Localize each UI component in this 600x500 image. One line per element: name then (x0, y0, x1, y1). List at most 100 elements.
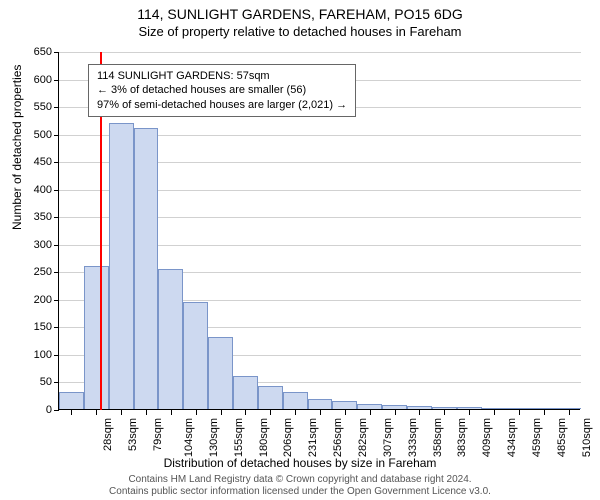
ytick-label: 250 (22, 266, 52, 278)
histogram-bar (283, 392, 308, 409)
ytick-label: 550 (22, 101, 52, 113)
histogram-bar (332, 401, 357, 409)
gridline (59, 52, 581, 53)
xtick-mark (419, 410, 420, 415)
ytick-mark (54, 162, 59, 163)
ytick-label: 500 (22, 129, 52, 141)
xtick-mark (245, 410, 246, 415)
ytick-mark (54, 52, 59, 53)
ytick-mark (54, 80, 59, 81)
histogram-bar (308, 399, 333, 409)
histogram-bar (233, 376, 258, 409)
histogram-bar (134, 128, 159, 409)
xtick-label: 180sqm (258, 418, 270, 457)
xtick-label: 206sqm (283, 418, 295, 457)
xtick-mark (196, 410, 197, 415)
xtick-mark (444, 410, 445, 415)
xtick-label: 485sqm (556, 418, 568, 457)
y-axis-label: Number of detached properties (10, 65, 24, 230)
ytick-mark (54, 300, 59, 301)
xtick-label: 104sqm (183, 418, 195, 457)
chart-title: 114, SUNLIGHT GARDENS, FAREHAM, PO15 6DG (0, 0, 600, 22)
histogram-bar (457, 407, 482, 409)
xtick-label: 28sqm (102, 418, 114, 451)
chart-subtitle: Size of property relative to detached ho… (0, 22, 600, 39)
xtick-mark (295, 410, 296, 415)
xtick-label: 231sqm (307, 418, 319, 457)
xtick-mark (146, 410, 147, 415)
xtick-mark (395, 410, 396, 415)
ytick-mark (54, 245, 59, 246)
histogram-bar (183, 302, 208, 409)
ytick-label: 600 (22, 74, 52, 86)
info-line-2: ← 3% of detached houses are smaller (56) (97, 83, 347, 97)
xtick-label: 307sqm (382, 418, 394, 457)
histogram-bar (382, 405, 407, 409)
footer-line-2: Contains public sector information licen… (0, 486, 600, 498)
xtick-mark (320, 410, 321, 415)
info-line-3: 97% of semi-detached houses are larger (… (97, 98, 347, 112)
xtick-mark (221, 410, 222, 415)
ytick-mark (54, 135, 59, 136)
histogram-bar (158, 269, 183, 409)
xtick-mark (469, 410, 470, 415)
xtick-mark (519, 410, 520, 415)
ytick-mark (54, 272, 59, 273)
ytick-label: 450 (22, 156, 52, 168)
ytick-label: 200 (22, 294, 52, 306)
xtick-label: 510sqm (581, 418, 593, 457)
xtick-label: 79sqm (152, 418, 164, 451)
histogram-bar (432, 407, 457, 409)
ytick-label: 150 (22, 321, 52, 333)
xtick-label: 459sqm (531, 418, 543, 457)
ytick-mark (54, 382, 59, 383)
ytick-mark (54, 107, 59, 108)
x-axis-label: Distribution of detached houses by size … (0, 456, 600, 470)
xtick-label: 409sqm (481, 418, 493, 457)
xtick-mark (569, 410, 570, 415)
histogram-bar (109, 123, 134, 409)
xtick-label: 383sqm (457, 418, 469, 457)
xtick-mark (544, 410, 545, 415)
xtick-label: 434sqm (506, 418, 518, 457)
ytick-mark (54, 327, 59, 328)
xtick-mark (494, 410, 495, 415)
ytick-mark (54, 190, 59, 191)
ytick-label: 50 (22, 376, 52, 388)
histogram-bar (357, 404, 382, 410)
footer-line-1: Contains HM Land Registry data © Crown c… (0, 474, 600, 486)
histogram-bar (531, 408, 556, 409)
ytick-mark (54, 410, 59, 411)
histogram-bar (407, 406, 432, 409)
ytick-label: 0 (22, 404, 52, 416)
xtick-label: 155sqm (233, 418, 245, 457)
xtick-mark (370, 410, 371, 415)
ytick-label: 650 (22, 46, 52, 58)
histogram-bar (84, 266, 109, 409)
xtick-label: 333sqm (407, 418, 419, 457)
histogram-bar (482, 408, 507, 409)
histogram-bar (208, 337, 233, 409)
histogram-bar (258, 386, 283, 409)
xtick-mark (171, 410, 172, 415)
info-box: 114 SUNLIGHT GARDENS: 57sqm ← 3% of deta… (88, 64, 356, 117)
histogram-bar (506, 408, 531, 409)
ytick-label: 400 (22, 184, 52, 196)
histogram-bar (556, 408, 581, 409)
xtick-label: 256sqm (332, 418, 344, 457)
ytick-label: 300 (22, 239, 52, 251)
ytick-label: 350 (22, 211, 52, 223)
footer: Contains HM Land Registry data © Crown c… (0, 474, 600, 498)
ytick-mark (54, 355, 59, 356)
xtick-mark (345, 410, 346, 415)
xtick-label: 282sqm (357, 418, 369, 457)
xtick-mark (96, 410, 97, 415)
xtick-label: 130sqm (208, 418, 220, 457)
xtick-mark (270, 410, 271, 415)
info-line-1: 114 SUNLIGHT GARDENS: 57sqm (97, 69, 347, 83)
xtick-mark (71, 410, 72, 415)
ytick-label: 100 (22, 349, 52, 361)
histogram-bar (59, 392, 84, 409)
chart-area: 0501001502002503003504004505005506006502… (58, 52, 580, 410)
xtick-label: 53sqm (127, 418, 139, 451)
